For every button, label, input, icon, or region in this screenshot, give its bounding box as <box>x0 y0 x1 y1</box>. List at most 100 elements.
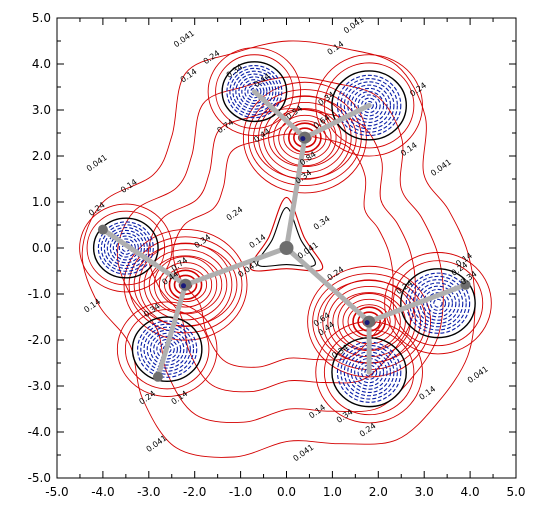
contour-lines <box>79 40 492 458</box>
metal-contour <box>153 256 218 314</box>
contour-label: 0.54 <box>284 104 304 122</box>
lobe-negative-contour <box>343 348 395 397</box>
x-tick-label: -2.0 <box>183 485 206 499</box>
y-tick-label: 2.0 <box>32 149 51 163</box>
lobe-positive-contour <box>79 203 173 293</box>
lobe-negative-contour <box>416 282 460 325</box>
lobe-negative-contour <box>235 73 274 110</box>
metal-contour <box>163 267 208 303</box>
lobe-negative-contour <box>360 97 378 114</box>
y-tick-label: -2.0 <box>28 333 51 347</box>
lobe-negative-contour <box>405 272 471 334</box>
x-tick-label: 5.0 <box>506 485 525 499</box>
lobe-zero-contour <box>92 217 159 279</box>
lobe-zero-contour <box>400 268 476 339</box>
metal-contour <box>242 81 367 194</box>
lobe-negative-contour <box>343 81 395 130</box>
metal-contour <box>168 269 203 301</box>
metal-contour <box>273 109 337 167</box>
lobe-negative-contour <box>229 67 280 116</box>
contour-label: 0.24 <box>87 200 107 218</box>
x-tick-label: 1.0 <box>323 485 342 499</box>
contour-label: 0.34 <box>294 168 314 186</box>
contour-label: 0.041 <box>429 157 453 178</box>
contour-label: 0.24 <box>225 205 245 223</box>
metal-contour <box>283 120 327 155</box>
lobe-positive-contour <box>384 252 492 355</box>
metal-atom-core <box>364 320 370 326</box>
lobe-negative-contour <box>146 329 188 369</box>
x-tick-label: 2.0 <box>369 485 388 499</box>
metal-contour <box>173 274 198 295</box>
metal-contour <box>158 262 213 308</box>
lobe-negative-contour <box>238 76 271 107</box>
y-tick-label: -4.0 <box>28 425 51 439</box>
lobe-negative-contour <box>109 232 142 264</box>
lobe-negative-contour <box>97 221 154 275</box>
bond-stick <box>155 282 189 380</box>
lobe-zero-contour <box>221 61 288 123</box>
lobe-negative-contour <box>140 323 195 375</box>
metal-contour <box>307 265 432 378</box>
y-tick-label: -5.0 <box>28 471 51 485</box>
lobe-negative-contour <box>360 364 378 380</box>
outer-atom <box>460 279 471 290</box>
lobe-negative-contour <box>347 84 392 127</box>
bond-stick <box>284 245 372 325</box>
lobe-negative-contour <box>241 79 268 105</box>
contour-label: 0.14 <box>170 389 190 407</box>
central-contour <box>249 196 324 272</box>
x-tick-label: -4.0 <box>91 485 114 499</box>
central-atom <box>279 241 294 255</box>
bond-stick <box>183 245 289 288</box>
lobe-negative-contour <box>350 87 388 123</box>
envelope-contour <box>81 40 476 458</box>
lobe-negative-contour <box>156 338 178 360</box>
lobe-negative-contour <box>149 332 185 366</box>
axes: -5.0 -4.0 -3.0 -2.0 -1.0 0.0 1.0 2.0 3.0 4.0 5.0 5.… <box>28 11 526 499</box>
x-tick-label: 4.0 <box>461 485 480 499</box>
contour-label: 0.041 <box>291 443 315 464</box>
lobe-positive-contour <box>124 309 210 390</box>
lobe-negative-contour <box>232 70 277 113</box>
lobe-negative-contour <box>162 344 172 354</box>
contour-label: 0.74 <box>216 118 236 136</box>
lobe-positive-contour <box>207 47 302 136</box>
lobe-negative-contour <box>409 275 467 331</box>
y-tick-label: 4.0 <box>32 57 51 71</box>
lobe-negative-contour <box>357 94 381 117</box>
metal-contour <box>247 89 362 187</box>
outer-atom <box>97 224 108 235</box>
lobe-negative-contour <box>103 227 148 269</box>
x-tick-label: -3.0 <box>137 485 160 499</box>
x-tick-label: 0.0 <box>277 485 296 499</box>
lobe-negative-contour <box>137 320 198 378</box>
lobe-positive-contour <box>323 62 415 149</box>
lobe-negative-contour <box>106 229 145 267</box>
contour-label: 0.14 <box>119 177 139 195</box>
lobe-positive-contour <box>392 260 484 347</box>
contour-label: 0.14 <box>399 141 419 159</box>
lobe-negative-contour <box>100 224 151 272</box>
bond-stick <box>284 135 308 251</box>
metal-contour <box>133 243 238 327</box>
contour-label: 0.24 <box>358 421 378 439</box>
y-tick-label: -1.0 <box>28 287 51 301</box>
metal-contour <box>138 242 233 327</box>
lobe-negative-contour <box>143 326 191 372</box>
metal-contour <box>258 95 352 180</box>
central-contour <box>257 206 316 267</box>
x-tick-label: 3.0 <box>415 485 434 499</box>
contour-label: 0.34 <box>312 214 332 232</box>
bond-stick <box>366 282 469 325</box>
lobe-negative-contour <box>429 295 447 311</box>
contour-label: 0.14 <box>82 297 102 315</box>
contour-label: 0.24 <box>326 265 346 283</box>
lobe-negative-contour <box>115 238 136 258</box>
lobe-negative-contour <box>226 64 283 119</box>
contour-label: 0.041 <box>85 153 109 174</box>
contour-label: 0.14 <box>307 403 327 421</box>
atom-markers <box>97 131 471 382</box>
